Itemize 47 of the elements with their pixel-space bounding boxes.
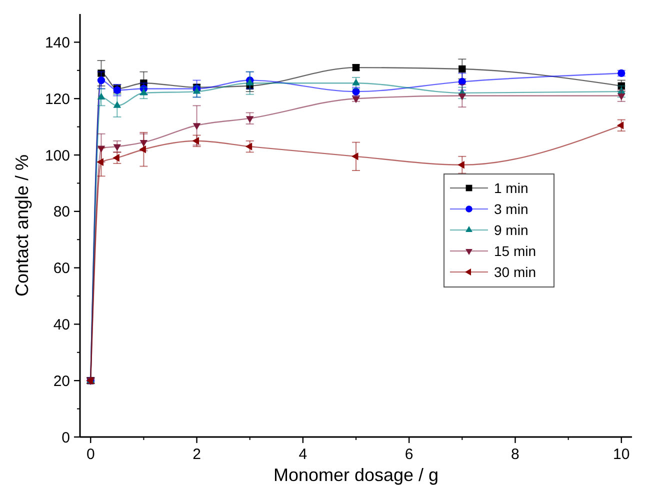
point	[140, 140, 148, 147]
x-tick-label: 6	[404, 446, 414, 463]
x-tick-label: 2	[192, 446, 201, 463]
legend-label: 15 min	[494, 242, 536, 259]
point	[97, 146, 106, 152]
point	[352, 78, 360, 86]
point	[192, 137, 200, 145]
point	[192, 123, 201, 130]
point	[97, 92, 106, 100]
point	[96, 158, 104, 166]
x-tick-label: 4	[298, 446, 308, 463]
point	[112, 154, 120, 162]
point	[113, 144, 122, 152]
point	[458, 78, 466, 86]
x-tick-label: 10	[613, 446, 630, 463]
point	[98, 70, 105, 77]
y-tick-label: 40	[53, 316, 70, 334]
legend-label: 3 min	[494, 200, 528, 217]
point	[140, 88, 148, 96]
legend-label: 1 min	[494, 180, 528, 196]
y-tick-label: 20	[53, 372, 70, 390]
y-tick-label: 0	[62, 429, 70, 446]
point	[458, 65, 466, 73]
legend-label: 30 min	[494, 264, 536, 280]
point	[458, 160, 464, 169]
x-tick-label: 8	[511, 446, 520, 463]
legend-label: 9 min	[494, 222, 528, 238]
point	[616, 121, 624, 130]
point	[245, 142, 252, 150]
y-axis-title: Contact angle / %	[12, 154, 32, 297]
point	[192, 87, 201, 94]
y-tick-label: 80	[53, 204, 70, 221]
point	[352, 152, 358, 160]
y-tick-label: 140	[44, 34, 70, 52]
point	[97, 76, 106, 84]
point	[458, 94, 466, 100]
y-tick-label: 120	[44, 90, 70, 108]
point	[617, 94, 626, 100]
y-tick-label: 60	[53, 260, 70, 278]
point	[113, 101, 122, 108]
x-axis-title: Monomer dosage / g	[273, 465, 439, 485]
point	[246, 116, 254, 123]
x-tick-label: 0	[86, 446, 95, 463]
point	[617, 87, 626, 94]
point	[139, 145, 146, 154]
point	[246, 78, 254, 86]
y-tick-label: 100	[44, 147, 70, 164]
